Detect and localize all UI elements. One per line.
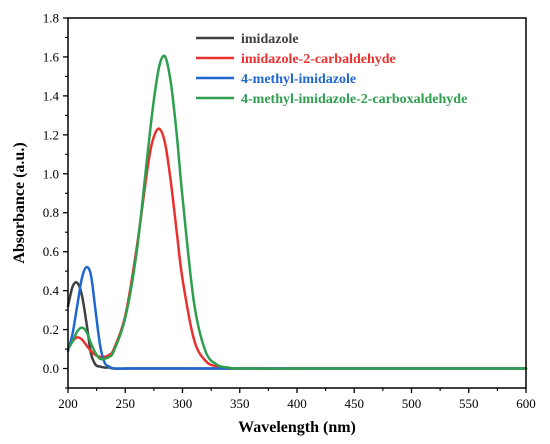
x-tick-label-3: 350 (230, 396, 250, 411)
ticks: 200 250 300 350 400 450 500 550 600 0.0 0.2 0.4 0.6 0… (43, 11, 536, 412)
y-tick-label-7: 1.4 (43, 88, 60, 103)
x-tick-label-7: 550 (459, 396, 479, 411)
series-lines (66, 54, 528, 370)
y-axis-label: Absorbance (a.u.) (11, 142, 28, 263)
legend: imidazole imidazole-2-carbaldehyde 4-methy… (196, 32, 467, 107)
x-tick-label-8: 600 (516, 396, 536, 411)
legend-label-2: 4-methyl-imidazole (241, 72, 356, 87)
y-tick-label-4: 0.8 (43, 205, 59, 220)
y-tick-label-6: 1.2 (43, 127, 59, 142)
legend-label-3: 4-methyl-imidazole-2-carboxaldehyde (241, 92, 467, 107)
x-tick-label-2: 300 (173, 396, 193, 411)
y-tick-label-3: 0.6 (43, 244, 60, 259)
y-tick-label-1: 0.2 (43, 322, 59, 337)
y-tick-label-8: 1.6 (43, 49, 60, 64)
x-tick-label-5: 450 (345, 396, 365, 411)
x-tick-label-0: 200 (58, 396, 78, 411)
x-tick-label-1: 250 (116, 396, 136, 411)
y-tick-label-9: 1.8 (43, 11, 59, 26)
x-axis-label: Wavelength (nm) (238, 419, 356, 436)
y-tick-label-5: 1.0 (43, 166, 59, 181)
legend-label-1: imidazole-2-carbaldehyde (241, 52, 396, 67)
x-tick-label-6: 500 (402, 396, 422, 411)
x-tick-label-4: 400 (287, 396, 307, 411)
legend-label-0: imidazole (241, 32, 299, 47)
y-tick-label-0: 0.0 (43, 361, 59, 376)
y-tick-label-2: 0.4 (43, 283, 60, 298)
series-line-3 (66, 54, 528, 370)
